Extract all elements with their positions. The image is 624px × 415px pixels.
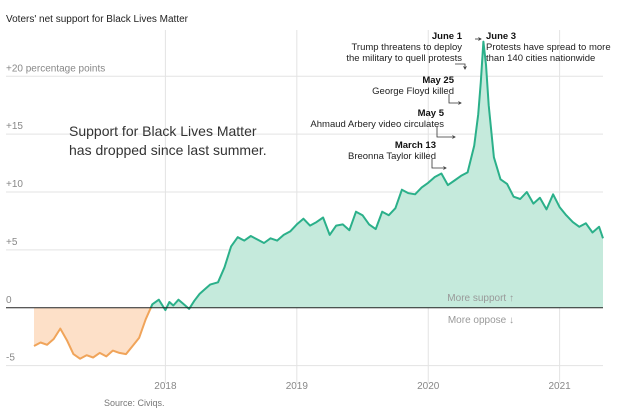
annotation-text: Ahmaud Arbery video circulates	[310, 119, 444, 130]
y-tick-label: +5	[6, 237, 18, 248]
x-tick-label: 2019	[286, 381, 309, 392]
y-tick-label: 0	[6, 295, 12, 306]
annotation-date: June 1	[432, 31, 463, 42]
annotation-text: than 140 cities nationwide	[486, 53, 595, 64]
chart-title: Voters' net support for Black Lives Matt…	[6, 14, 189, 25]
annotation-date: March 13	[395, 140, 436, 151]
annotation-text: Protests have spread to more	[486, 42, 611, 53]
annotation-arrow	[448, 94, 461, 104]
annotation-arrow	[455, 63, 466, 69]
area-layer	[33, 40, 604, 360]
annotation-text: Breonna Taylor killed	[348, 151, 436, 162]
y-unit-label: +20 percentage points	[6, 63, 105, 74]
annotation-arrowhead	[463, 66, 467, 70]
y-tick-label: -5	[6, 353, 15, 364]
support-area	[150, 41, 604, 311]
annotation-arrow	[431, 159, 446, 169]
x-tick-label: 2021	[549, 381, 572, 392]
annotation-text: Trump threatens to deploy	[351, 42, 462, 53]
annotation-arrowhead	[478, 37, 482, 41]
x-tick-label: 2020	[417, 381, 440, 392]
more-support-label: More support ↑	[447, 293, 514, 304]
support-line	[149, 40, 604, 312]
y-tick-label: +15	[6, 121, 23, 132]
annotation-arrowhead	[452, 135, 456, 139]
annotation-arrowhead	[443, 166, 447, 170]
annotation-date: May 5	[418, 108, 445, 119]
summary-note-line-1: Support for Black Lives Matter	[69, 123, 257, 139]
annotation-date: May 25	[422, 75, 454, 86]
x-tick-label: 2018	[154, 381, 177, 392]
annotation-arrow	[436, 127, 455, 138]
annotation-date: June 3	[486, 31, 516, 42]
annotation-text: the military to quell protests	[346, 53, 462, 64]
annotation-text: George Floyd killed	[372, 86, 454, 97]
oppose-line	[33, 307, 152, 360]
axis-layer: +15 +10 +5 0 -5 +20 percentage points 2018 2019…	[6, 63, 603, 392]
oppose-area	[34, 307, 151, 359]
annotation-arrowhead	[458, 101, 462, 105]
summary-note-line-2: has dropped since last summer.	[69, 142, 267, 158]
more-oppose-label: More oppose ↓	[448, 315, 514, 326]
y-tick-label: +10	[6, 179, 23, 190]
source-note: Source: Civiqs.	[104, 398, 165, 408]
